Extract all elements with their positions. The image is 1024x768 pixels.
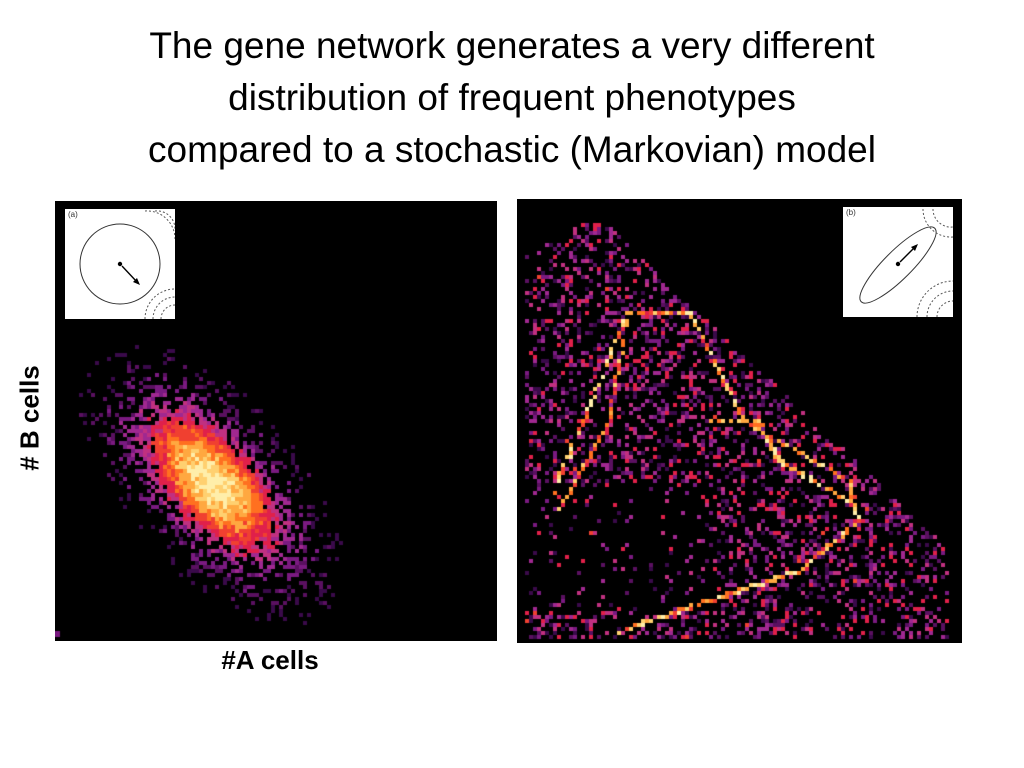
markov-inset-diagram: (a) [65, 209, 175, 319]
inset-label-a: (a) [68, 210, 78, 219]
title-line-3: compared to a stochastic (Markovian) mod… [148, 129, 876, 170]
markov-heatmap-panel: (a) [55, 201, 497, 641]
slide-title: The gene network generates a very differ… [40, 20, 984, 176]
gene-network-heatmap-panel: (b) [517, 199, 962, 643]
circle-diagram [79, 210, 175, 319]
inset-label-b: (b) [846, 208, 856, 217]
title-line-2: distribution of frequent phenotypes [228, 77, 796, 118]
x-axis-label: #A cells [221, 645, 319, 675]
y-axis-label: # B cells [14, 365, 45, 471]
title-line-1: The gene network generates a very differ… [149, 25, 875, 66]
gene-network-inset-diagram: (b) [843, 207, 953, 317]
ellipse-diagram [859, 208, 953, 317]
